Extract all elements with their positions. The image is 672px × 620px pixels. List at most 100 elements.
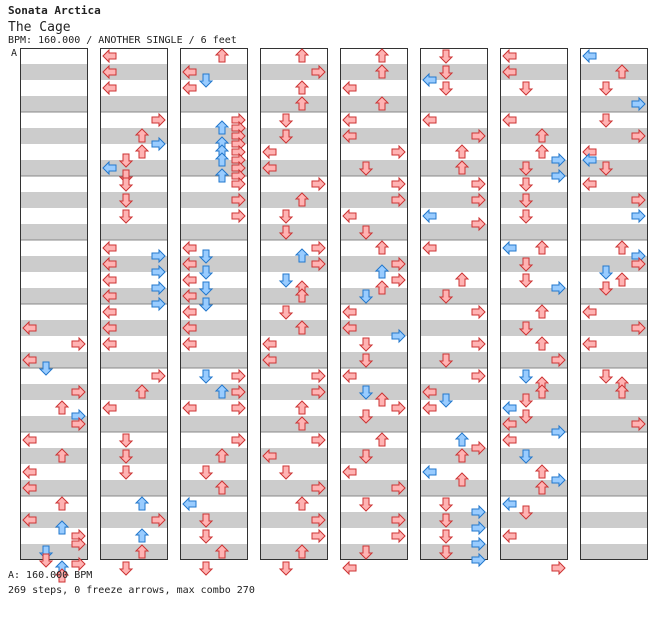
- left-arrow: [182, 336, 197, 352]
- beat-stripe: [100, 512, 168, 528]
- left-arrow: [22, 512, 37, 528]
- left-arrow: [182, 64, 197, 80]
- left-arrow: [102, 320, 117, 336]
- down-arrow: [598, 265, 614, 280]
- beat-stripe: [100, 160, 168, 176]
- down-arrow: [198, 513, 214, 528]
- left-arrow: [342, 304, 357, 320]
- beat-stripe: [340, 128, 408, 144]
- down-arrow: [358, 353, 374, 368]
- beat-stripe: [20, 352, 88, 368]
- right-arrow: [391, 144, 406, 160]
- down-arrow: [438, 545, 454, 560]
- left-arrow: [102, 256, 117, 272]
- up-arrow: [294, 192, 310, 207]
- left-arrow: [102, 336, 117, 352]
- beat-stripe: [260, 224, 328, 240]
- down-arrow: [278, 305, 294, 320]
- right-arrow: [551, 424, 566, 440]
- right-arrow: [471, 504, 486, 520]
- right-arrow: [311, 64, 326, 80]
- beat-stripe: [580, 544, 648, 560]
- right-arrow: [391, 256, 406, 272]
- up-arrow: [214, 48, 230, 63]
- down-arrow: [358, 409, 374, 424]
- beat-stripe: [100, 224, 168, 240]
- up-arrow: [534, 336, 550, 351]
- left-arrow: [342, 464, 357, 480]
- up-arrow: [54, 448, 70, 463]
- right-arrow: [151, 136, 166, 152]
- beat-stripe: [20, 192, 88, 208]
- beat-stripe: [100, 96, 168, 112]
- beat-stripe: [100, 416, 168, 432]
- beat-stripe: [100, 448, 168, 464]
- left-arrow: [182, 80, 197, 96]
- beat-stripe: [340, 480, 408, 496]
- down-arrow: [118, 561, 134, 576]
- left-arrow: [262, 448, 277, 464]
- left-arrow: [262, 336, 277, 352]
- down-arrow: [198, 249, 214, 264]
- column-border: [340, 48, 408, 560]
- right-arrow: [231, 208, 246, 224]
- beat-stripe: [20, 544, 88, 560]
- left-arrow: [422, 400, 437, 416]
- left-arrow: [582, 336, 597, 352]
- down-arrow: [118, 449, 134, 464]
- right-arrow: [471, 216, 486, 232]
- up-arrow: [294, 80, 310, 95]
- beat-stripe: [180, 96, 248, 112]
- down-arrow: [278, 113, 294, 128]
- right-arrow: [71, 536, 86, 552]
- beat-stripe: [500, 160, 568, 176]
- left-arrow: [342, 112, 357, 128]
- right-arrow: [71, 416, 86, 432]
- right-arrow: [71, 556, 86, 572]
- beat-stripe: [180, 256, 248, 272]
- left-arrow: [422, 240, 437, 256]
- artist-name: Sonata Arctica: [8, 4, 101, 17]
- beat-stripe: [420, 352, 488, 368]
- right-arrow: [71, 336, 86, 352]
- down-arrow: [118, 465, 134, 480]
- beat-stripe: [20, 224, 88, 240]
- left-arrow: [502, 48, 517, 64]
- beat-stripe: [500, 256, 568, 272]
- beat-stripe: [260, 512, 328, 528]
- up-arrow: [294, 288, 310, 303]
- right-arrow: [551, 352, 566, 368]
- up-arrow: [134, 384, 150, 399]
- up-arrow: [214, 384, 230, 399]
- left-arrow: [502, 400, 517, 416]
- beat-stripe: [420, 256, 488, 272]
- right-arrow: [311, 240, 326, 256]
- beat-stripe: [340, 64, 408, 80]
- beat-stripe: [20, 288, 88, 304]
- beat-stripe: [20, 416, 88, 432]
- bpm-marker-label: A: [11, 48, 18, 59]
- right-arrow: [551, 168, 566, 184]
- down-arrow: [518, 449, 534, 464]
- up-arrow: [454, 160, 470, 175]
- beat-stripe: [340, 384, 408, 400]
- down-arrow: [438, 513, 454, 528]
- up-arrow: [134, 128, 150, 143]
- beat-stripe: [500, 320, 568, 336]
- right-arrow: [391, 192, 406, 208]
- up-arrow: [214, 120, 230, 135]
- beat-stripe: [340, 160, 408, 176]
- up-arrow: [534, 480, 550, 495]
- left-arrow: [182, 320, 197, 336]
- beat-stripe: [260, 352, 328, 368]
- left-arrow: [582, 304, 597, 320]
- down-arrow: [38, 553, 54, 568]
- down-arrow: [518, 209, 534, 224]
- up-arrow: [134, 528, 150, 543]
- down-arrow: [358, 497, 374, 512]
- beat-stripe: [260, 288, 328, 304]
- left-arrow: [22, 352, 37, 368]
- beat-stripe: [180, 480, 248, 496]
- right-arrow: [391, 176, 406, 192]
- beat-stripe: [500, 192, 568, 208]
